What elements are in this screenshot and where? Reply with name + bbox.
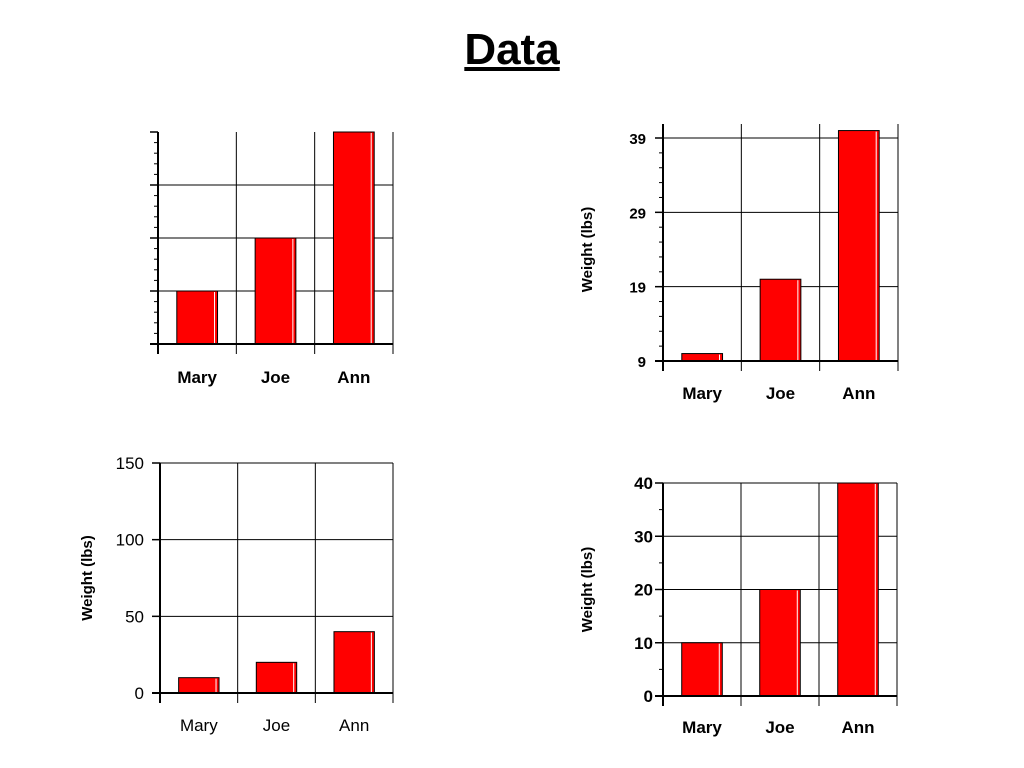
bar-joe: [759, 278, 802, 361]
x-tick-label-ann: Ann: [337, 368, 370, 387]
y-tick-label: 30: [634, 527, 653, 546]
x-tick-label-joe: Joe: [263, 716, 290, 735]
y-tick-label: 40: [634, 474, 653, 493]
bar-ann: [333, 631, 375, 693]
y-tick-label: 10: [634, 634, 653, 653]
y-tick-label: 0: [135, 684, 144, 703]
bars-group: [178, 631, 375, 693]
bar-mary: [681, 642, 723, 696]
y-axis-label: Weight (lbs): [579, 547, 596, 633]
y-axis-label: Weight (lbs): [79, 535, 96, 621]
y-tick-label: 20: [634, 581, 653, 600]
bar-joe: [759, 589, 801, 696]
x-tick-label-mary: Mary: [682, 384, 722, 403]
x-tick-label-mary: Mary: [177, 368, 217, 387]
bars-group: [681, 130, 880, 361]
y-tick-label: 19: [629, 280, 646, 297]
y-tick-label: 9: [638, 354, 646, 371]
y-axis-label: Weight (lbs): [579, 207, 596, 293]
bar-mary: [176, 290, 219, 344]
bars-group: [176, 131, 375, 344]
page-title: Data: [464, 25, 560, 74]
y-tick-label: 0: [644, 687, 653, 706]
y-tick-label: 29: [629, 205, 646, 222]
bar-mary: [178, 677, 220, 693]
x-tick-label-mary: Mary: [180, 716, 218, 735]
bar-joe: [254, 237, 297, 344]
x-tick-label-joe: Joe: [765, 718, 794, 737]
x-tick-label-joe: Joe: [766, 384, 795, 403]
bar-ann: [837, 482, 879, 696]
bar-joe: [255, 661, 298, 693]
x-tick-label-joe: Joe: [261, 368, 290, 387]
x-tick-label-mary: Mary: [682, 718, 722, 737]
y-tick-label: 50: [125, 607, 144, 626]
bar-ann: [837, 130, 880, 361]
bar-ann: [332, 131, 375, 344]
y-tick-label: 100: [116, 531, 144, 550]
x-tick-label-ann: Ann: [339, 716, 369, 735]
x-tick-label-ann: Ann: [841, 718, 874, 737]
y-tick-label: 39: [629, 131, 646, 148]
y-tick-label: 150: [116, 454, 144, 473]
bar-mary: [681, 353, 724, 361]
bars-group: [681, 482, 879, 696]
x-tick-label-ann: Ann: [842, 384, 875, 403]
